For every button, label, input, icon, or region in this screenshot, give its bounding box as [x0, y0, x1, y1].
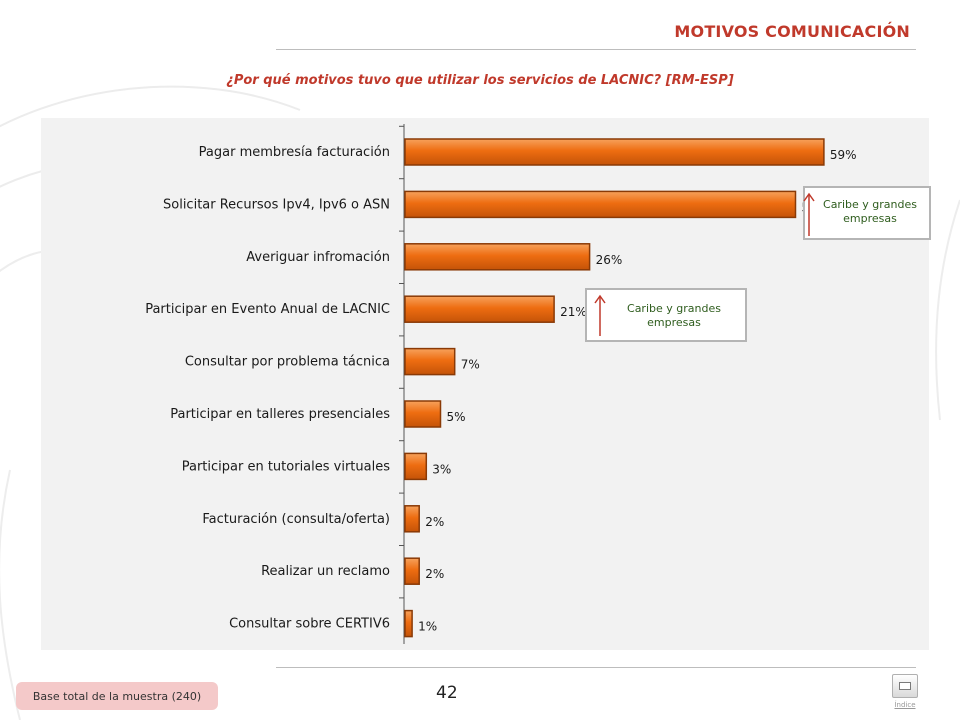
category-label: Participar en tutoriales virtuales	[182, 459, 390, 474]
annotation-text-2: Caribe y grandes empresas	[627, 302, 721, 329]
bar	[404, 557, 420, 585]
value-label: 2%	[425, 515, 444, 529]
bar	[404, 138, 825, 166]
up-arrow-icon	[594, 294, 606, 336]
value-label: 5%	[447, 410, 466, 424]
bar	[404, 295, 555, 323]
chart-question: ¿Por qué motivos tuvo que utilizar los s…	[226, 73, 734, 88]
chart-panel: Pagar membresía facturación 59% Solicitar …	[41, 118, 931, 650]
up-arrow-icon	[803, 192, 815, 236]
category-label: Participar en talleres presenciales	[170, 407, 390, 422]
bar	[404, 190, 797, 219]
bar	[404, 347, 456, 376]
bar	[404, 452, 428, 481]
category-label: Facturación (consulta/oferta)	[202, 512, 390, 527]
annotation-box-1	[803, 186, 931, 240]
section-title: MOTIVOS COMUNICACIÓN	[674, 22, 910, 41]
header-rule	[276, 49, 916, 50]
bar-chart: Pagar membresía facturación 59% Solicitar …	[145, 124, 857, 644]
value-label: 59%	[830, 148, 857, 162]
category-label: Solicitar Recursos Ipv4, Ipv6 o ASN	[163, 197, 390, 212]
sample-base-badge: Base total de la muestra (240)	[16, 682, 218, 710]
index-link[interactable]: Índice	[894, 701, 916, 709]
bar	[404, 609, 413, 638]
category-label: Consultar sobre CERTIV6	[229, 617, 390, 632]
index-button[interactable]	[892, 674, 918, 698]
category-label: Averiguar infromación	[246, 250, 390, 265]
bar	[404, 400, 442, 428]
category-label: Participar en Evento Anual de LACNIC	[145, 302, 390, 317]
value-label: 1%	[418, 620, 437, 634]
value-label: 7%	[461, 358, 480, 372]
category-label: Realizar un reclamo	[261, 564, 390, 579]
value-label: 3%	[432, 462, 451, 476]
footer-rule	[276, 667, 916, 668]
value-label: 2%	[425, 567, 444, 581]
category-label: Consultar por problema tácnica	[185, 355, 390, 370]
annotation-text-1: Caribe y grandes empresas	[823, 198, 917, 225]
value-label: 21%	[560, 305, 587, 319]
category-label: Pagar membresía facturación	[199, 145, 390, 160]
page-number: 42	[436, 683, 458, 703]
index-icon	[899, 682, 911, 690]
value-label: 26%	[596, 253, 623, 267]
annotation-box-2	[585, 288, 747, 342]
bar	[404, 243, 591, 271]
bar	[404, 505, 420, 533]
